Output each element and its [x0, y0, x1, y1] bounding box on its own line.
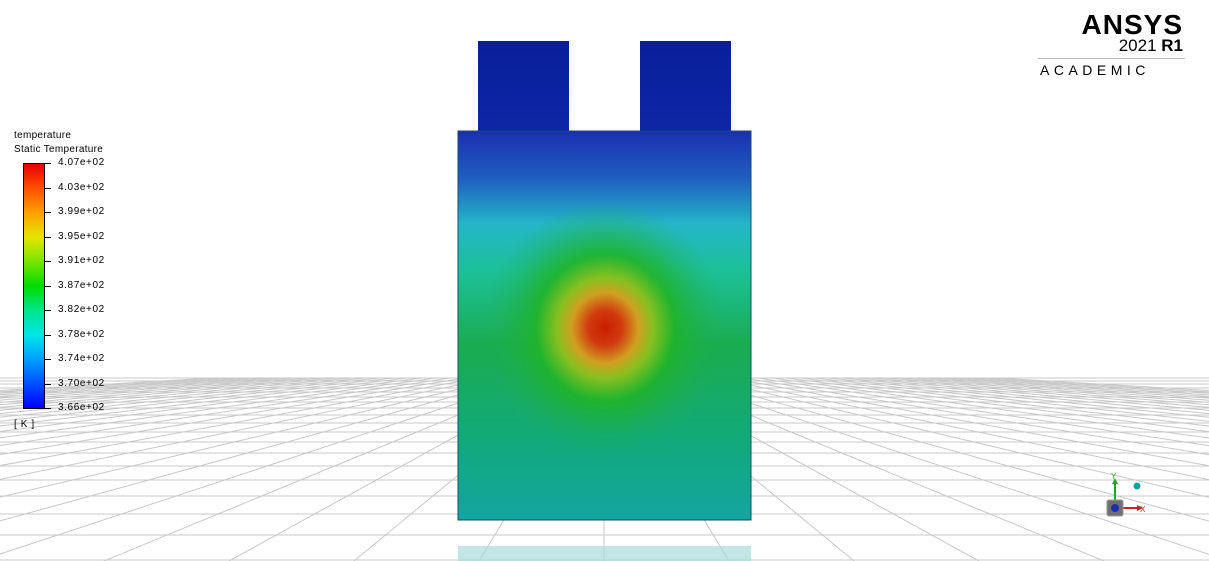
floor-grid-column	[715, 377, 1209, 481]
floor-grid-column	[701, 377, 1209, 498]
left-terminal-tab	[478, 41, 569, 133]
triad-x-arrow	[1137, 505, 1143, 511]
floor-grid-column	[0, 377, 479, 467]
triad-z-ball	[1133, 482, 1141, 490]
legend-tick-mark	[45, 188, 51, 189]
floor-grid-column	[743, 377, 1209, 456]
legend-tick-mark	[45, 212, 51, 213]
floor-grid-column	[799, 377, 1209, 427]
floor-grid-column	[0, 377, 395, 422]
triad-y-label: Y	[1111, 472, 1117, 481]
logo-brand: ANSYS	[1081, 9, 1183, 40]
legend-tick-mark	[45, 237, 51, 238]
legend-title: temperature	[14, 130, 72, 141]
legend-tick-mark	[45, 408, 51, 409]
floor-grid-column	[757, 377, 1209, 447]
floor-grid-column	[0, 377, 367, 414]
floor-grid-column	[0, 377, 437, 439]
right-terminal-tab	[640, 41, 731, 133]
floor-grid-column	[673, 377, 1209, 555]
legend-tick-label: 3.95e+02	[58, 231, 105, 242]
legend-tick-label: 3.74e+02	[58, 353, 105, 364]
floor-grid-column	[0, 377, 409, 427]
legend-tick-label: 4.07e+02	[58, 157, 105, 168]
floor-grid-column	[0, 377, 451, 446]
legend-tick-mark	[45, 335, 51, 336]
legend-tick-mark	[45, 286, 51, 287]
floor-grid-column	[827, 377, 1209, 418]
legend-tick-label: 3.82e+02	[58, 304, 105, 315]
logo-version-release: R1	[1161, 36, 1183, 55]
legend-unit: [ K ]	[14, 419, 35, 430]
floor-grid-column	[785, 377, 1209, 433]
legend-tick-mark	[45, 359, 51, 360]
floor-grid-column	[0, 377, 493, 480]
legend-tick-mark	[45, 163, 51, 164]
legend-tick-mark	[45, 310, 51, 311]
logo-version: 2021 R1	[1119, 37, 1183, 55]
cell-hot-spot	[458, 131, 751, 520]
axis-triad[interactable]: Y X	[1095, 470, 1155, 530]
legend-tick-label: 3.99e+02	[58, 206, 105, 217]
triad-y-arrow	[1112, 478, 1118, 484]
legend-subtitle: Static Temperature	[14, 144, 104, 155]
floor-grid-column	[813, 377, 1209, 422]
legend-tick-label: 3.91e+02	[58, 255, 105, 266]
floor-grid-column	[855, 377, 1209, 411]
logo-divider	[1038, 58, 1185, 59]
triad-x-label: X	[1140, 505, 1146, 514]
floor-grid-column	[0, 377, 507, 498]
triad-origin-ball	[1111, 504, 1119, 512]
floor-grid-column	[0, 377, 381, 418]
floor-grid-column	[0, 377, 535, 555]
floor-grid-column	[841, 377, 1209, 415]
floor-grid-column	[771, 377, 1209, 439]
legend-colorbar	[23, 163, 45, 409]
logo-edition: ACADEMIC	[1040, 62, 1150, 78]
legend-tick-label: 3.78e+02	[58, 329, 105, 340]
floor-grid-column	[687, 377, 1209, 522]
floor-grid-column	[0, 377, 423, 433]
logo-version-year: 2021	[1118, 36, 1157, 55]
legend-tick-mark	[45, 261, 51, 262]
floor-grid-column	[0, 377, 353, 411]
floor-grid-column	[0, 377, 521, 522]
legend-tick-label: 3.70e+02	[58, 378, 105, 389]
floor-grid-column	[0, 377, 465, 456]
model-reflection	[458, 546, 751, 561]
legend-tick-label: 4.03e+02	[58, 182, 105, 193]
cell-body-outline	[457, 130, 752, 521]
legend-tick-label: 3.87e+02	[58, 280, 105, 291]
ansys-logo: ANSYS 2021 R1 ACADEMIC	[1030, 10, 1195, 80]
legend-tick-label: 3.66e+02	[58, 402, 105, 413]
floor-grid-column	[729, 377, 1209, 467]
legend-tick-mark	[45, 384, 51, 385]
